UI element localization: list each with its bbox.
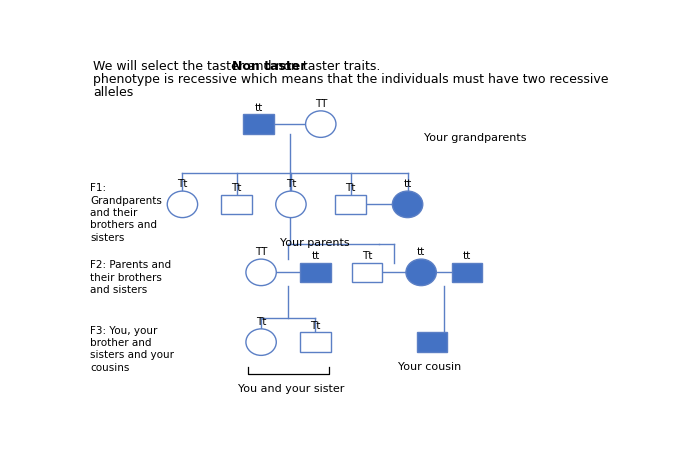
Bar bbox=[416, 333, 447, 352]
Text: phenotype is recessive which means that the individuals must have two recessive: phenotype is recessive which means that … bbox=[93, 73, 608, 86]
Ellipse shape bbox=[246, 259, 276, 286]
Text: We will select the taster and non taster traits.: We will select the taster and non taster… bbox=[93, 60, 384, 72]
Bar bbox=[452, 263, 482, 282]
Text: tt: tt bbox=[417, 247, 426, 257]
Text: F2: Parents and
their brothers
and sisters: F2: Parents and their brothers and siste… bbox=[90, 260, 172, 295]
Bar bbox=[221, 195, 252, 214]
Text: alleles: alleles bbox=[93, 86, 133, 99]
Text: Tt: Tt bbox=[345, 183, 356, 193]
Bar bbox=[243, 114, 274, 134]
Text: tt: tt bbox=[463, 251, 471, 261]
Text: You and your sister: You and your sister bbox=[238, 384, 344, 394]
Bar bbox=[351, 263, 382, 282]
Text: tt: tt bbox=[312, 251, 319, 261]
Ellipse shape bbox=[167, 191, 197, 217]
Ellipse shape bbox=[276, 191, 306, 217]
Text: TT: TT bbox=[255, 247, 267, 257]
Text: Tt: Tt bbox=[362, 251, 372, 261]
Text: TT: TT bbox=[314, 99, 327, 109]
Text: Tt: Tt bbox=[177, 179, 188, 189]
Text: tt: tt bbox=[403, 179, 412, 189]
Ellipse shape bbox=[406, 259, 436, 286]
Ellipse shape bbox=[393, 191, 423, 217]
Text: Tt: Tt bbox=[286, 179, 296, 189]
Text: Tt: Tt bbox=[232, 183, 242, 193]
Text: tt: tt bbox=[254, 103, 262, 113]
Bar bbox=[300, 333, 330, 352]
Bar bbox=[300, 263, 330, 282]
Text: Your cousin: Your cousin bbox=[398, 361, 461, 371]
Ellipse shape bbox=[246, 329, 276, 356]
Text: Your parents: Your parents bbox=[280, 238, 350, 248]
Bar bbox=[335, 195, 366, 214]
Text: Tt: Tt bbox=[310, 321, 321, 331]
Text: Your grandparents: Your grandparents bbox=[424, 133, 526, 143]
Text: Non taster: Non taster bbox=[232, 60, 307, 72]
Text: F1:
Grandparents
and their
brothers and
sisters: F1: Grandparents and their brothers and … bbox=[90, 183, 162, 243]
Ellipse shape bbox=[306, 111, 336, 137]
Text: F3: You, your
brother and
sisters and your
cousins: F3: You, your brother and sisters and yo… bbox=[90, 326, 174, 373]
Text: Tt: Tt bbox=[256, 317, 266, 327]
